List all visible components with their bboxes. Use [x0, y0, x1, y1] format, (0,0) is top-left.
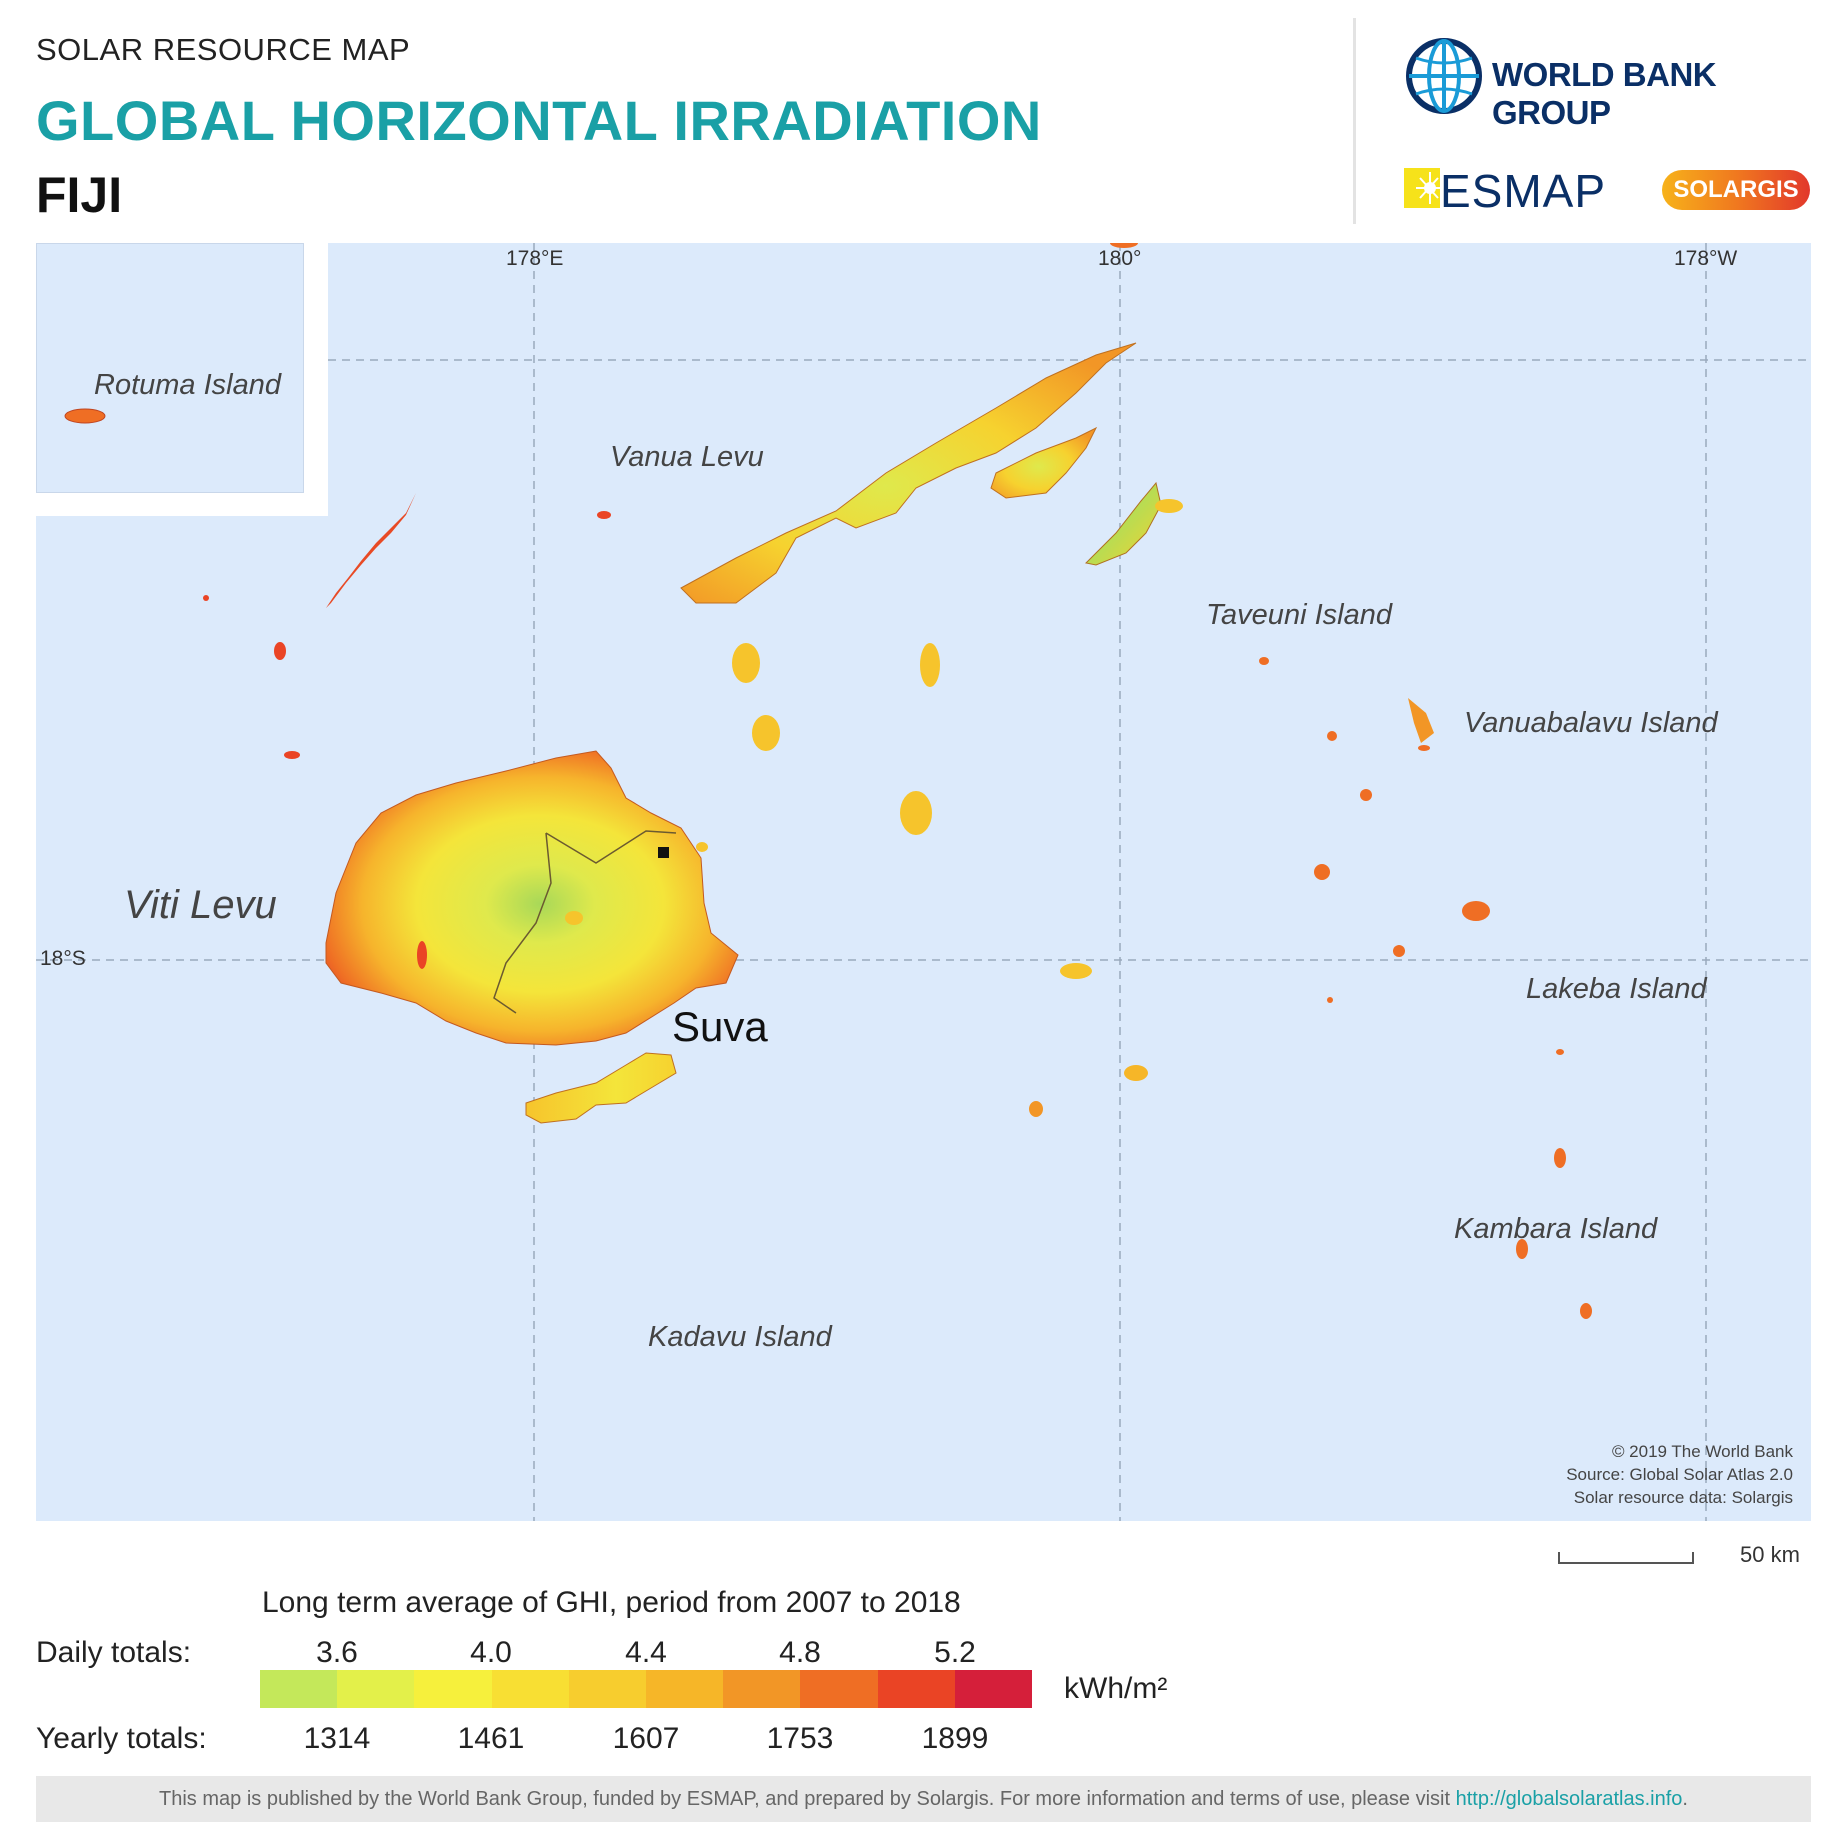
color-bar-segment [491, 1670, 569, 1708]
ghi-map: 178°E 180° 178°W 18°S Rotuma Island Vanu… [36, 243, 1811, 1521]
small-islands [203, 243, 1592, 1319]
color-bar-segment [954, 1670, 1033, 1708]
label-rotuma-island: Rotuma Island [94, 369, 281, 401]
credit-source: Source: Global Solar Atlas 2.0 [1566, 1465, 1793, 1484]
color-bar-segment [877, 1670, 955, 1708]
rotuma-inset-canvas [64, 408, 106, 424]
label-vanua-levu: Vanua Levu [610, 441, 764, 473]
color-bar-segment [800, 1670, 878, 1708]
color-bar-segment [414, 1670, 492, 1708]
daily-totals-label: Daily totals: [36, 1636, 192, 1669]
daily-tick: 4.4 [625, 1636, 667, 1669]
esmap-logo-text: ESMAP [1440, 165, 1607, 217]
legend-title: Long term average of GHI, period from 20… [262, 1586, 961, 1619]
vanua-levu-peninsula [990, 426, 1098, 499]
footer-link[interactable]: http://globalsolaratlas.info [1455, 1788, 1683, 1810]
country-name: FIJI [36, 167, 123, 223]
viti-levu-province-border [493, 830, 677, 1014]
esmap-sun-icon [1404, 168, 1440, 208]
color-bar-segment [568, 1670, 647, 1708]
taveuni-island [1084, 481, 1162, 566]
ghi-color-bar [260, 1670, 1033, 1708]
yearly-tick: 1899 [921, 1722, 989, 1755]
yearly-tick: 1753 [766, 1722, 834, 1755]
map-canvas [36, 243, 1811, 1521]
world-bank-globe-icon [1406, 38, 1482, 114]
label-viti-levu: Viti Levu [124, 883, 277, 927]
color-bar-segment [260, 1670, 338, 1708]
label-kambara-island: Kambara Island [1454, 1213, 1658, 1245]
daily-tick: 3.6 [316, 1636, 358, 1669]
vanua-levu-island [680, 342, 1137, 604]
scale-label: 50 km [1740, 1542, 1800, 1567]
yearly-tick: 1607 [612, 1722, 680, 1755]
credit-data: Solar resource data: Solargis [1573, 1488, 1793, 1507]
daily-tick: 5.2 [934, 1636, 976, 1669]
label-kadavu-island: Kadavu Island [648, 1321, 832, 1353]
yearly-totals-label: Yearly totals: [36, 1722, 207, 1755]
solargis-logo: SOLARGIS [1662, 170, 1810, 210]
lon-label-178w: 178°W [1674, 247, 1738, 270]
label-lakeba-island: Lakeba Island [1526, 973, 1707, 1005]
map-credits: © 2019 The World Bank Source: Global Sol… [1566, 1440, 1793, 1509]
lon-label-180: 180° [1098, 247, 1142, 270]
color-bar-segment [646, 1670, 724, 1708]
footer-end: . [1682, 1788, 1688, 1810]
daily-tick: 4.0 [470, 1636, 512, 1669]
footer-bar: This map is published by the World Bank … [36, 1776, 1811, 1822]
lon-label-178e: 178°E [506, 247, 564, 270]
daily-tick: 4.8 [779, 1636, 821, 1669]
viti-levu-island [325, 750, 739, 1046]
scale-bar [1558, 1552, 1694, 1564]
yearly-tick: 1461 [457, 1722, 525, 1755]
label-suva: Suva [672, 1003, 768, 1050]
label-vanuabalavu-island: Vanuabalavu Island [1464, 707, 1718, 739]
suva-marker [658, 847, 669, 858]
rotuma-island-shape [64, 408, 106, 424]
label-taveuni-island: Taveuni Island [1206, 599, 1392, 631]
color-bar-segment [337, 1670, 415, 1708]
color-bar-segment [723, 1670, 801, 1708]
rotuma-inset [36, 243, 304, 493]
header-divider [1353, 18, 1356, 224]
map-title: GLOBAL HORIZONTAL IRRADIATION [36, 89, 1042, 152]
yearly-tick: 1314 [303, 1722, 371, 1755]
footer-text: This map is published by the World Bank … [159, 1788, 1451, 1810]
lat-label-18s: 18°S [40, 947, 86, 970]
credit-copyright: © 2019 The World Bank [1611, 1442, 1793, 1461]
map-kicker: SOLAR RESOURCE MAP [36, 32, 411, 67]
legend-unit: kWh/m² [1064, 1672, 1168, 1705]
yasawa-chain [326, 493, 416, 608]
world-bank-logo-text: WORLD BANK GROUP [1492, 56, 1717, 131]
kadavu-island [525, 1052, 677, 1124]
